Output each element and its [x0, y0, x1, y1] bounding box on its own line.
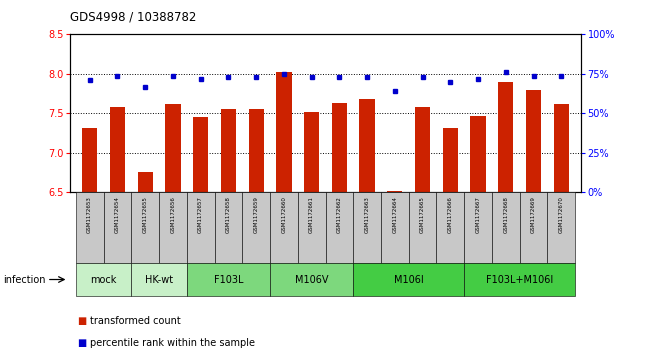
Text: GSM1172664: GSM1172664	[393, 196, 397, 233]
Text: HK-wt: HK-wt	[145, 274, 173, 285]
Text: percentile rank within the sample: percentile rank within the sample	[90, 338, 255, 348]
Bar	[326, 192, 353, 263]
Bar	[137, 172, 153, 192]
Text: GSM1172660: GSM1172660	[281, 196, 286, 233]
Bar	[359, 99, 375, 192]
Text: infection: infection	[3, 274, 46, 285]
Bar	[270, 192, 298, 263]
Bar	[471, 116, 486, 192]
Bar	[353, 263, 464, 296]
Text: GSM1172654: GSM1172654	[115, 196, 120, 233]
Bar	[464, 263, 575, 296]
Bar	[415, 107, 430, 192]
Bar	[193, 117, 208, 192]
Bar	[443, 128, 458, 192]
Text: GSM1172662: GSM1172662	[337, 196, 342, 233]
Bar	[381, 192, 409, 263]
Bar	[492, 192, 519, 263]
Bar	[165, 104, 180, 192]
Text: GSM1172657: GSM1172657	[198, 196, 203, 233]
Bar	[276, 72, 292, 192]
Text: ■: ■	[77, 316, 86, 326]
Bar	[242, 192, 270, 263]
Bar	[498, 82, 514, 192]
Text: M106V: M106V	[295, 274, 328, 285]
Bar	[76, 192, 104, 263]
Bar	[387, 191, 402, 192]
Text: GSM1172665: GSM1172665	[420, 196, 425, 233]
Text: M106I: M106I	[394, 274, 424, 285]
Text: GSM1172669: GSM1172669	[531, 196, 536, 233]
Bar	[332, 103, 347, 192]
Bar	[519, 192, 547, 263]
Bar	[353, 192, 381, 263]
Text: GSM1172659: GSM1172659	[254, 196, 258, 233]
Text: GSM1172661: GSM1172661	[309, 196, 314, 233]
Text: GSM1172663: GSM1172663	[365, 196, 370, 233]
Bar	[76, 263, 132, 296]
Bar	[547, 192, 575, 263]
Bar	[215, 192, 242, 263]
Bar	[187, 263, 270, 296]
Bar	[110, 107, 125, 192]
Text: GSM1172667: GSM1172667	[476, 196, 480, 233]
Bar	[298, 192, 326, 263]
Text: GSM1172655: GSM1172655	[143, 196, 148, 233]
Bar	[464, 192, 492, 263]
Bar	[553, 104, 569, 192]
Bar	[221, 109, 236, 192]
Bar	[304, 112, 319, 192]
Text: F103L: F103L	[214, 274, 243, 285]
Bar	[270, 263, 353, 296]
Text: GSM1172656: GSM1172656	[171, 196, 175, 233]
Bar	[249, 109, 264, 192]
Text: F103L+M106I: F103L+M106I	[486, 274, 553, 285]
Bar	[436, 192, 464, 263]
Bar	[132, 192, 159, 263]
Bar	[82, 128, 98, 192]
Bar	[187, 192, 215, 263]
Text: GSM1172658: GSM1172658	[226, 196, 231, 233]
Text: GSM1172666: GSM1172666	[448, 196, 453, 233]
Bar	[104, 192, 132, 263]
Bar	[409, 192, 436, 263]
Bar	[132, 263, 187, 296]
Text: GSM1172653: GSM1172653	[87, 196, 92, 233]
Text: GSM1172668: GSM1172668	[503, 196, 508, 233]
Text: transformed count: transformed count	[90, 316, 180, 326]
Text: mock: mock	[90, 274, 117, 285]
Text: ■: ■	[77, 338, 86, 348]
Text: GSM1172670: GSM1172670	[559, 196, 564, 233]
Text: GDS4998 / 10388782: GDS4998 / 10388782	[70, 11, 197, 24]
Bar	[526, 90, 541, 192]
Bar	[159, 192, 187, 263]
